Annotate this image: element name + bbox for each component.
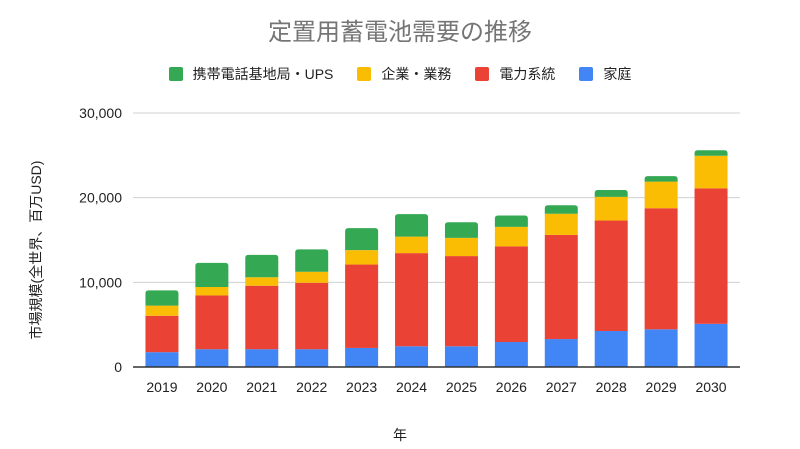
y-tick-label: 10,000 — [79, 274, 122, 290]
bar-segment — [694, 150, 728, 156]
bar-segment — [544, 339, 578, 367]
bar-segment — [594, 331, 628, 367]
legend-label: 携帯電話基地局・UPS — [192, 66, 334, 82]
bar-segment — [544, 213, 578, 235]
y-tick-label: 20,000 — [79, 190, 122, 206]
bar-segment — [345, 264, 379, 348]
bar-segment — [195, 295, 229, 350]
bar-segment — [444, 346, 478, 367]
bar-segment — [195, 286, 229, 296]
bar-segment — [694, 155, 728, 189]
bar-segment — [444, 237, 478, 257]
bar-segment — [494, 246, 528, 343]
bar-segment — [245, 277, 279, 286]
chart-legend: 携帯電話基地局・UPS 企業・業務 電力系統 家庭 — [0, 64, 800, 84]
bar-segment — [494, 215, 528, 227]
bar-segment — [295, 249, 329, 272]
bar-segment — [395, 346, 429, 367]
bar-segment — [694, 323, 728, 367]
legend-item[interactable]: 企業・業務 — [357, 64, 451, 84]
bar-segment — [145, 290, 179, 306]
x-tick-label: 2020 — [196, 379, 227, 395]
bar-segment — [195, 262, 229, 287]
bar-segment — [594, 220, 628, 332]
bar-segment — [145, 305, 179, 316]
legend-label: 企業・業務 — [381, 66, 452, 82]
chart-title: 定置用蓄電池需要の推移 — [268, 19, 532, 46]
x-tick-label: 2026 — [496, 379, 527, 395]
legend-swatch — [168, 67, 183, 81]
x-tick-label: 2025 — [446, 379, 477, 395]
bar-segment — [345, 347, 379, 367]
bar-segment — [544, 234, 578, 340]
legend-swatch — [357, 67, 372, 81]
x-tick-label: 2024 — [396, 379, 427, 395]
x-tick-label: 2028 — [596, 379, 627, 395]
y-axis-title: 市場規模(全世界、百万USD) — [28, 161, 44, 340]
bar-segment — [345, 250, 379, 265]
x-tick-label: 2023 — [346, 379, 377, 395]
bar-segment — [444, 222, 478, 238]
x-tick-label: 2019 — [146, 379, 177, 395]
x-tick-label: 2022 — [296, 379, 327, 395]
bar-segment — [345, 228, 379, 251]
y-tick-label: 0 — [114, 359, 122, 375]
y-tick-label: 30,000 — [79, 105, 122, 121]
bar-segment — [395, 253, 429, 347]
legend-item[interactable]: 携帯電話基地局・UPS — [168, 64, 334, 84]
bar-segment — [594, 190, 628, 197]
legend-item[interactable]: 家庭 — [579, 64, 631, 84]
bar-segment — [494, 226, 528, 247]
bar-segment — [195, 349, 229, 367]
bar-segment — [395, 214, 429, 237]
bar-segment — [145, 315, 179, 353]
bar-segment — [594, 196, 628, 221]
x-tick-label: 2027 — [546, 379, 577, 395]
bar-segment — [295, 271, 329, 283]
x-tick-label: 2029 — [646, 379, 677, 395]
bar-segment — [644, 208, 678, 330]
bar-segment — [444, 256, 478, 347]
x-axis-title: 年 — [393, 427, 407, 443]
bar-segment — [644, 329, 678, 367]
bar-segment — [644, 181, 678, 209]
x-tick-label: 2030 — [695, 379, 726, 395]
legend-item[interactable]: 電力系統 — [475, 64, 555, 84]
legend-swatch — [475, 67, 490, 81]
legend-label: 家庭 — [603, 66, 632, 82]
legend-label: 電力系統 — [499, 66, 556, 82]
bar-segment — [245, 254, 279, 278]
bar-segment — [295, 282, 329, 350]
bar-segment — [145, 352, 179, 367]
bar-segment — [644, 176, 678, 182]
x-tick-label: 2021 — [246, 379, 277, 395]
bar-segment — [295, 349, 329, 367]
bar-segment — [245, 285, 279, 350]
bar-segment — [245, 349, 279, 367]
bar-segment — [544, 205, 578, 214]
legend-swatch — [579, 67, 594, 81]
bar-segment — [494, 342, 528, 367]
bar-segment — [395, 236, 429, 254]
bar-segment — [694, 188, 728, 324]
